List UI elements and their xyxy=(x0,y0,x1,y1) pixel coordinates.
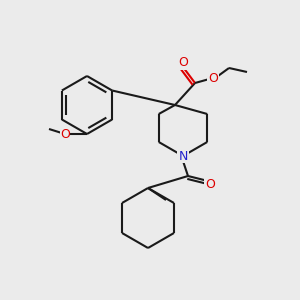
Text: O: O xyxy=(178,56,188,70)
Bar xyxy=(207,73,219,83)
Bar xyxy=(60,129,70,139)
Bar xyxy=(177,151,189,161)
Text: O: O xyxy=(208,71,218,85)
Text: O: O xyxy=(60,128,70,140)
Text: O: O xyxy=(205,178,215,190)
Bar xyxy=(177,59,189,69)
Text: N: N xyxy=(178,149,188,163)
Bar xyxy=(204,178,216,188)
